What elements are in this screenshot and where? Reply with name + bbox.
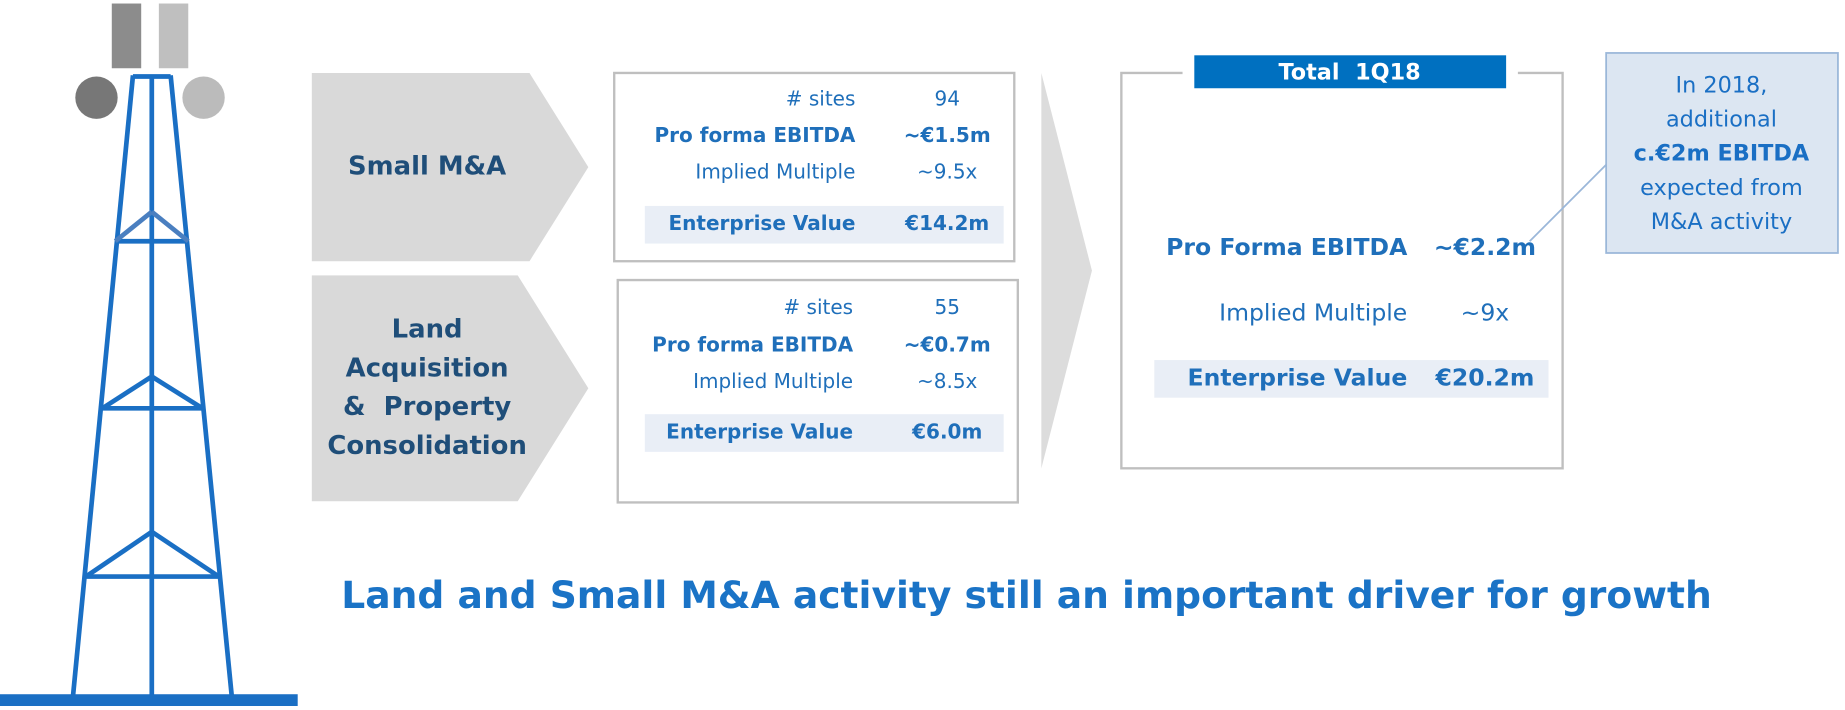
row-label: # sites xyxy=(786,87,856,111)
row-label: # sites xyxy=(783,295,853,319)
tower xyxy=(0,4,298,706)
segment-label: Acquisition xyxy=(346,353,509,383)
row-label: Pro forma EBITDA xyxy=(652,332,853,356)
note-line: In 2018, xyxy=(1676,72,1768,98)
slide: Small M&A # sites 94 Pro forma EBITDA ~€1.5m… xyxy=(0,0,1845,710)
segment-label: Land xyxy=(392,315,463,345)
segment-label: Consolidation xyxy=(327,431,527,461)
total-ev-value: €20.2m xyxy=(1434,363,1534,391)
row-value: ~9.5x xyxy=(917,159,978,183)
segment-label: & Property xyxy=(343,392,511,422)
row-value: 94 xyxy=(934,87,959,111)
row-label: Pro forma EBITDA xyxy=(655,123,856,147)
note-line: expected from xyxy=(1640,175,1803,201)
row-label: Implied Multiple xyxy=(695,159,855,183)
total-row-value: ~€2.2m xyxy=(1434,233,1536,261)
row-value: ~8.5x xyxy=(917,369,978,393)
row-value: 55 xyxy=(934,295,959,319)
total-ev-label: Enterprise Value xyxy=(1188,363,1408,391)
ev-label: Enterprise Value xyxy=(669,211,856,235)
total-row-value: ~9x xyxy=(1461,299,1510,327)
chevron xyxy=(312,275,589,501)
note-line: additional xyxy=(1666,107,1777,133)
ev-label: Enterprise Value xyxy=(666,420,853,444)
note-line: c.€2m EBITDA xyxy=(1634,141,1810,167)
total-row-label: Implied Multiple xyxy=(1219,299,1407,327)
note-line: M&A activity xyxy=(1651,209,1792,235)
ev-value: €14.2m xyxy=(904,211,989,235)
segment-label: Small M&A xyxy=(348,152,506,182)
row-value: ~€0.7m xyxy=(904,332,991,356)
total-row-label: Pro Forma EBITDA xyxy=(1166,233,1408,261)
total-title: Total 1Q18 xyxy=(1279,59,1421,85)
total-box xyxy=(1121,73,1562,468)
headline: Land and Small M&A activity still an imp… xyxy=(341,573,1712,617)
row-label: Implied Multiple xyxy=(693,369,853,393)
ev-value: €6.0m xyxy=(911,420,982,444)
row-value: ~€1.5m xyxy=(904,123,991,147)
arrow xyxy=(1041,73,1092,468)
